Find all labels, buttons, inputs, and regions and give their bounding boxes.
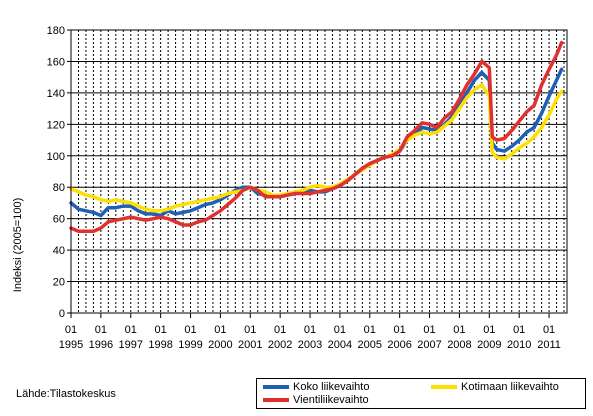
x-tick-month: 01 xyxy=(394,324,406,336)
x-tick-year: 2002 xyxy=(268,339,292,351)
series-lines xyxy=(69,40,564,233)
legend-label: Kotimaan liikevaihto xyxy=(461,381,559,393)
y-axis-label: Indeksi (2005=100) xyxy=(12,198,24,292)
x-tick-year: 2011 xyxy=(537,339,561,351)
series-line-1 xyxy=(69,83,564,213)
y-tick-label: 0 xyxy=(59,308,65,320)
x-tick-year: 2003 xyxy=(298,339,322,351)
legend-swatch xyxy=(431,385,457,389)
x-tick-labels: 01 1995 01 1996 01 1997 01 1998 01 1999 01 2000 01 20… xyxy=(59,324,561,351)
y-tick-label: 140 xyxy=(47,88,65,100)
legend-swatch xyxy=(263,398,289,402)
x-tick-year: 1996 xyxy=(89,339,113,351)
x-tick-month: 01 xyxy=(244,324,256,336)
legend-item-vienti: Vientiliikevaihto xyxy=(263,394,369,406)
x-tick-year: 2010 xyxy=(507,339,531,351)
x-tick-month: 01 xyxy=(214,324,226,336)
x-tick-month: 01 xyxy=(125,324,137,336)
x-tick-month: 01 xyxy=(334,324,346,336)
x-tick-year: 2001 xyxy=(238,339,262,351)
legend-item-kotimaan: Kotimaan liikevaihto xyxy=(431,381,559,393)
x-tick-year: 1995 xyxy=(59,339,83,351)
x-tick-month: 01 xyxy=(543,324,555,336)
x-tick-month: 01 xyxy=(513,324,525,336)
legend-swatch xyxy=(263,385,289,389)
x-tick-month: 01 xyxy=(304,324,316,336)
x-tick-month: 01 xyxy=(423,324,435,336)
series-line-2 xyxy=(69,40,564,233)
legend-label: Koko liikevaihto xyxy=(293,381,370,393)
axes xyxy=(67,29,568,318)
x-tick-year: 2004 xyxy=(328,339,352,351)
x-tick-year: 1997 xyxy=(119,339,143,351)
y-tick-label: 160 xyxy=(47,56,65,68)
y-tick-label: 60 xyxy=(53,214,65,226)
x-tick-year: 2006 xyxy=(387,339,411,351)
x-tick-month: 01 xyxy=(95,324,107,336)
x-tick-year: 2008 xyxy=(447,339,471,351)
grid-lines xyxy=(71,29,567,313)
legend-label: Vientiliikevaihto xyxy=(293,394,369,406)
y-tick-label: 80 xyxy=(53,182,65,194)
x-tick-year: 2000 xyxy=(208,339,232,351)
y-tick-label: 100 xyxy=(47,151,65,163)
y-tick-label: 20 xyxy=(53,277,65,289)
x-tick-year: 2007 xyxy=(417,339,441,351)
x-tick-month: 01 xyxy=(274,324,286,336)
y-tick-label: 180 xyxy=(47,25,65,37)
x-tick-year: 1999 xyxy=(178,339,202,351)
x-tick-month: 01 xyxy=(155,324,167,336)
source-note: Lähde:Tilastokeskus xyxy=(16,388,116,400)
x-tick-year: 2009 xyxy=(477,339,501,351)
x-tick-month: 01 xyxy=(483,324,495,336)
y-tick-label: 40 xyxy=(53,245,65,257)
x-tick-month: 01 xyxy=(453,324,465,336)
legend-item-koko: Koko liikevaihto xyxy=(263,381,369,393)
x-tick-year: 2005 xyxy=(358,339,382,351)
plot-frame xyxy=(70,29,568,314)
x-tick-month: 01 xyxy=(184,324,196,336)
y-tick-labels: 0 20 40 60 80 100 120 140 160 180 xyxy=(47,25,65,320)
x-tick-year: 1998 xyxy=(148,339,172,351)
x-tick-month: 01 xyxy=(364,324,376,336)
x-tick-month: 01 xyxy=(65,324,77,336)
legend: Koko liikevaihto Kotimaan liikevaihto Vi… xyxy=(256,378,586,409)
y-tick-label: 120 xyxy=(47,119,65,131)
